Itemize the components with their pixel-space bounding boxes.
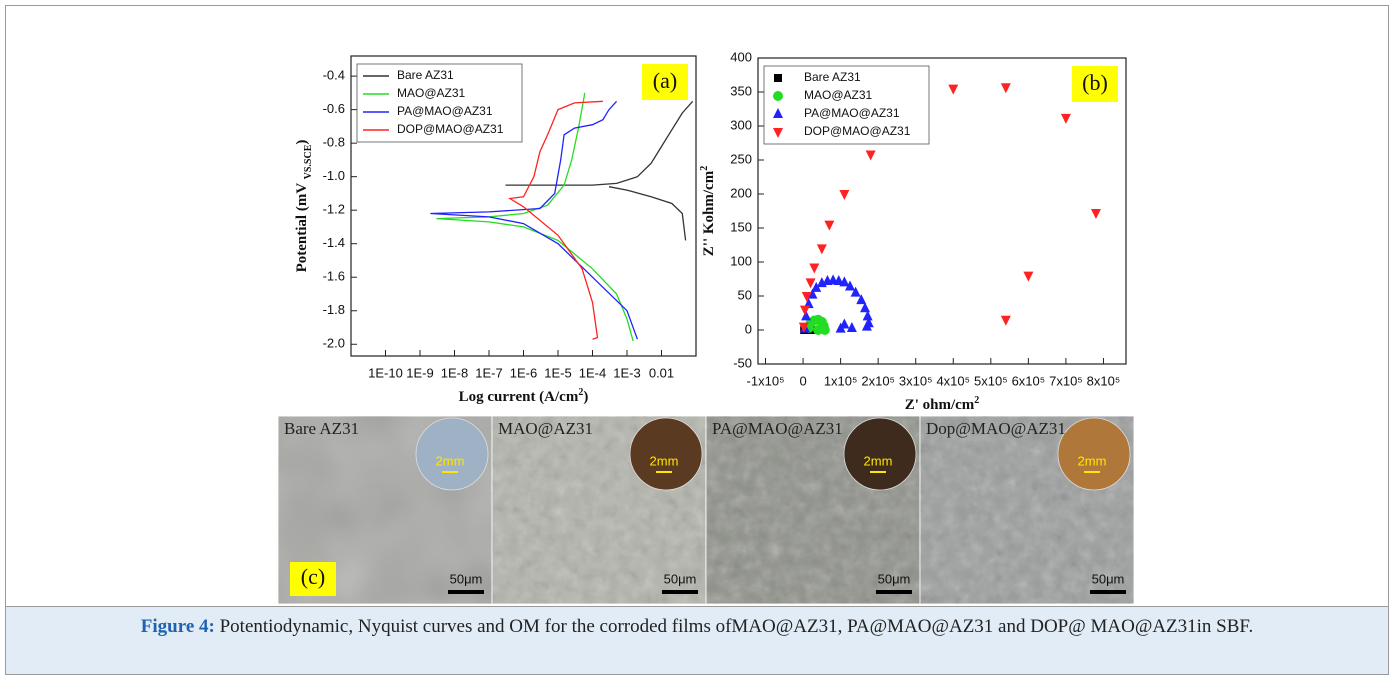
y-tick-label: -1.6 — [323, 269, 345, 284]
y-tick-label: -50 — [733, 355, 752, 370]
y-tick-label: -0.6 — [323, 101, 345, 116]
label-part: 2 — [974, 395, 979, 406]
inset-scale: 2mm — [436, 453, 465, 468]
label-part: 2 — [699, 166, 710, 171]
x-axis-label: Z' ohm/cm2 — [905, 395, 980, 414]
label-part: Z' ohm/cm — [905, 397, 975, 413]
x-tick-label: 7x10⁵ — [1049, 373, 1083, 388]
y-tick-label: 300 — [730, 117, 752, 132]
x-tick-label: 1x10⁵ — [824, 373, 858, 388]
x-tick-label: 1E-4 — [579, 365, 606, 380]
panel-label: (a) — [653, 68, 677, 93]
x-tick-label: 1E-9 — [406, 365, 433, 380]
x-tick-label: 1E-7 — [475, 365, 502, 380]
scale-label: 50μm — [878, 571, 911, 586]
x-tick-label: -1x10⁵ — [747, 373, 785, 388]
label-part: Z'' Kohm/cm — [701, 170, 717, 256]
marker — [866, 151, 876, 161]
marker — [1091, 209, 1101, 219]
y-tick-label: -1.0 — [323, 168, 345, 183]
y-tick-label: -0.8 — [323, 135, 345, 150]
x-tick-label: 6x10⁵ — [1012, 373, 1046, 388]
label-part: Potential (mV — [294, 179, 310, 272]
marker — [809, 263, 819, 273]
scale-label: 50μm — [664, 571, 697, 586]
marker — [824, 221, 834, 231]
caption-label: Figure 4: — [141, 616, 215, 637]
label-part: ) — [583, 389, 588, 405]
legend-label: MAO@AZ31 — [397, 86, 466, 100]
inset-scale: 2mm — [1078, 453, 1107, 468]
micrograph-name: Bare AZ31 — [284, 419, 359, 438]
y-tick-label: -2.0 — [323, 336, 345, 351]
label-part: ) — [294, 140, 310, 145]
y-tick-label: 200 — [730, 185, 752, 200]
micrograph-name: Dop@MAO@AZ31 — [926, 419, 1066, 438]
marker — [774, 74, 782, 82]
y-tick-label: 350 — [730, 83, 752, 98]
legend-label: DOP@MAO@AZ31 — [804, 124, 911, 138]
y-axis-label: Z'' Kohm/cm2 — [699, 166, 718, 256]
x-tick-label: 1E-5 — [544, 365, 571, 380]
scale-label: 50μm — [1092, 571, 1125, 586]
x-tick-label: 5x10⁵ — [974, 373, 1008, 388]
x-tick-label: 1E-8 — [441, 365, 468, 380]
micrograph-name: PA@MAO@AZ31 — [712, 419, 843, 438]
micrograph-name: MAO@AZ31 — [498, 419, 593, 438]
legend-label: Bare AZ31 — [804, 70, 861, 84]
y-tick-label: -1.4 — [323, 235, 345, 250]
y-tick-label: 100 — [730, 253, 752, 268]
inset-scale: 2mm — [650, 453, 679, 468]
legend-label: Bare AZ31 — [397, 68, 454, 82]
y-tick-label: 250 — [730, 151, 752, 166]
y-tick-label: -1.2 — [323, 202, 345, 217]
marker — [817, 244, 827, 254]
caption-text: Potentiodynamic, Nyquist curves and OM f… — [215, 616, 1253, 637]
x-tick-label: 0 — [799, 373, 806, 388]
x-axis-label: Log current (A/cm2) — [459, 387, 589, 406]
x-tick-label: 1E-10 — [368, 365, 403, 380]
marker — [813, 325, 823, 335]
marker — [839, 190, 849, 200]
y-tick-label: -1.8 — [323, 302, 345, 317]
marker — [1023, 272, 1033, 282]
panel-label: (c) — [301, 564, 325, 589]
x-tick-label: 3x10⁵ — [899, 373, 933, 388]
marker — [1001, 83, 1011, 93]
legend-label: DOP@MAO@AZ31 — [397, 122, 504, 136]
caption: Figure 4: Potentiodynamic, Nyquist curve… — [6, 606, 1388, 674]
panel-label: (b) — [1082, 70, 1108, 95]
marker — [800, 306, 810, 316]
x-tick-label: 1E-6 — [510, 365, 537, 380]
legend-label: PA@MAO@AZ31 — [397, 104, 493, 118]
scale-label: 50μm — [450, 571, 483, 586]
y-tick-label: 50 — [738, 287, 752, 302]
x-tick-label: 0.01 — [649, 365, 674, 380]
marker — [773, 91, 783, 101]
inset-scale: 2mm — [864, 453, 893, 468]
y-tick-label: 400 — [730, 49, 752, 64]
marker — [1001, 316, 1011, 326]
figure-frame: 1E-101E-9 1E-8 1E-7 1E-6 1E-5 1E-4 1E-3 0.01 -0.… — [5, 5, 1389, 675]
y-tick-label: 150 — [730, 219, 752, 234]
marker — [948, 85, 958, 95]
x-tick-label: 8x10⁵ — [1087, 373, 1121, 388]
marker — [1061, 114, 1071, 124]
x-tick-label: 2x10⁵ — [861, 373, 895, 388]
x-tick-label: 4x10⁵ — [936, 373, 970, 388]
series-line — [510, 101, 603, 339]
label-part: Log current (A/cm — [459, 389, 579, 405]
figure: 1E-101E-9 1E-8 1E-7 1E-6 1E-5 1E-4 1E-3 0.01 -0.… — [6, 6, 1388, 606]
y-tick-label: -0.4 — [323, 68, 345, 83]
legend-label: MAO@AZ31 — [804, 88, 873, 102]
x-tick-label: 1E-3 — [613, 365, 640, 380]
y-tick-label: 0 — [745, 321, 752, 336]
label-part: VS.SCE — [303, 144, 314, 179]
legend-label: PA@MAO@AZ31 — [804, 106, 900, 120]
y-axis-label: Potential (mV VS.SCE) — [294, 140, 313, 273]
